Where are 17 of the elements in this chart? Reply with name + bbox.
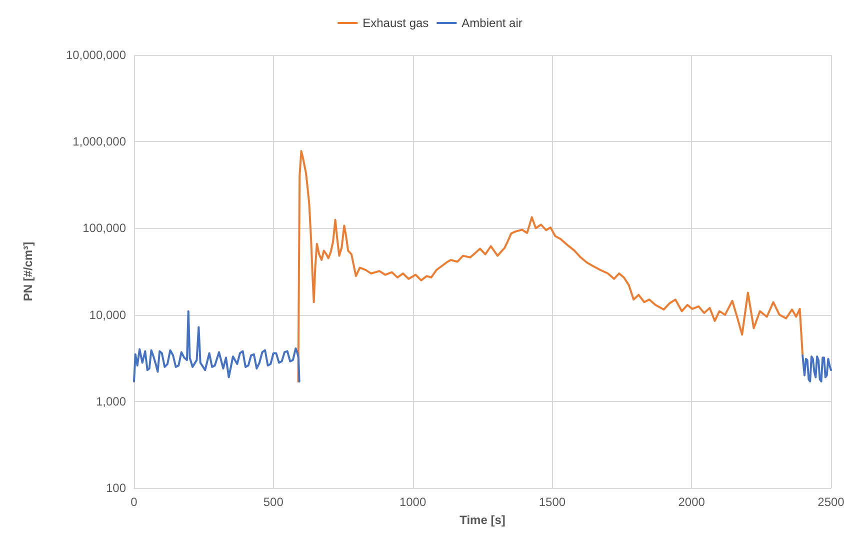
y-tick-label: 1,000 bbox=[96, 394, 126, 408]
x-tick-label: 2000 bbox=[678, 495, 706, 509]
line-series bbox=[297, 150, 804, 382]
x-tick-label: 0 bbox=[130, 495, 138, 509]
legend-label: Exhaust gas bbox=[362, 16, 429, 30]
x-tick-label: 1000 bbox=[399, 495, 426, 509]
y-tick-label: 1,000,000 bbox=[72, 134, 126, 149]
y-tick-label: 10,000 bbox=[89, 308, 126, 322]
x-axis-title: Time [s] bbox=[460, 513, 506, 527]
legend-label: Ambient air bbox=[462, 16, 522, 30]
x-tick-label: 500 bbox=[263, 495, 284, 509]
y-tick-label: 100 bbox=[106, 481, 126, 495]
x-tick-label: 1500 bbox=[538, 495, 566, 509]
y-tick-label: 10,000,000 bbox=[66, 48, 126, 62]
y-tick-label: 100,000 bbox=[82, 221, 126, 236]
x-tick-label: 2500 bbox=[818, 495, 845, 509]
y-axis-title: PN [#/cm³] bbox=[21, 242, 35, 302]
